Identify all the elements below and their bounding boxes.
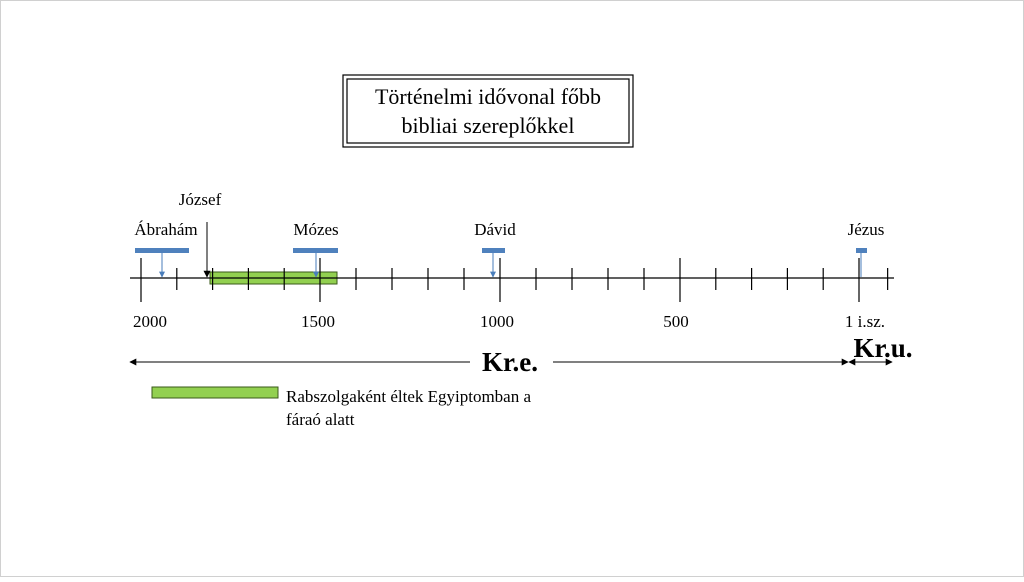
axis-label: 2000 xyxy=(133,312,167,331)
legend-swatch xyxy=(151,386,279,399)
title-box xyxy=(342,74,634,148)
axis-label: 1000 xyxy=(480,312,514,331)
person-label: Ábrahám xyxy=(134,220,197,239)
legend-text: fáraó alatt xyxy=(286,410,355,429)
title-line: bibliai szereplőkkel xyxy=(402,113,575,138)
person-bar xyxy=(856,248,867,253)
era-label: Kr.e. xyxy=(482,347,538,377)
person-label: József xyxy=(179,190,222,209)
axis-label: 1 i.sz. xyxy=(845,312,885,331)
axis xyxy=(130,258,894,302)
era-label: Kr.u. xyxy=(853,333,912,363)
person-bar xyxy=(482,248,505,253)
axis-label: 1500 xyxy=(301,312,335,331)
person-label: Dávid xyxy=(474,220,516,239)
title-line: Történelmi idővonal főbb xyxy=(375,84,601,109)
person-bar xyxy=(293,248,338,253)
person-label: Jézus xyxy=(848,220,885,239)
person-label: Mózes xyxy=(293,220,338,239)
title-box-inner xyxy=(346,78,630,144)
person-bar xyxy=(135,248,189,253)
legend-text: Rabszolgaként éltek Egyiptomban a xyxy=(286,387,531,406)
axis-label: 500 xyxy=(663,312,689,331)
